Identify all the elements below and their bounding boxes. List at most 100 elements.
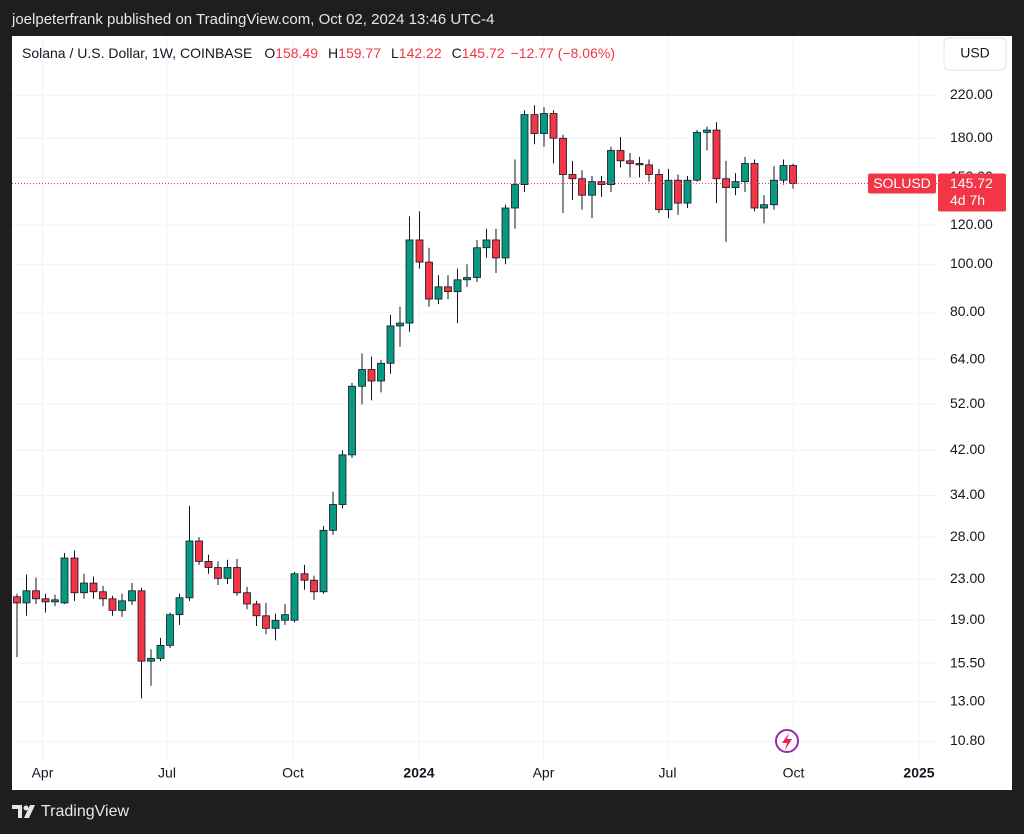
legend-key: O: [264, 45, 275, 61]
icon-bolt: [782, 733, 792, 750]
price-tag: [938, 173, 1006, 212]
brand-logo: [12, 805, 35, 818]
candle-body: [243, 592, 251, 605]
y-tick-label: 13.00: [950, 692, 985, 708]
y-tick-label: 19.00: [950, 611, 985, 627]
candle-body: [118, 600, 126, 611]
candle-body: [338, 454, 347, 505]
legend-title: Solana / U.S. Dollar, 1W, COINBASE: [22, 45, 252, 61]
candle-body: [310, 579, 318, 593]
x-tick-label: Apr: [533, 765, 555, 781]
candle-body: [655, 174, 663, 211]
legend-value: 142.22: [399, 45, 442, 61]
y-tick-label: 64.00: [950, 351, 985, 367]
currency-label: USD: [960, 45, 990, 61]
candle-body: [578, 178, 586, 196]
candle-body: [559, 137, 567, 175]
candle-body: [80, 582, 88, 594]
candle-body: [703, 129, 711, 133]
y-tick-label: 52.00: [950, 395, 985, 411]
candle-body: [329, 504, 337, 531]
candle-body: [520, 114, 529, 185]
legend-key: C: [452, 45, 462, 61]
legend-value: 159.77: [338, 45, 381, 61]
candle-body: [492, 239, 500, 259]
candle-body: [271, 619, 280, 629]
candle-body: [281, 614, 289, 621]
publish-note: joelpeterfrank published on TradingView.…: [11, 11, 495, 28]
x-tick-label: Jul: [158, 765, 176, 781]
lightning-icon: [775, 729, 799, 753]
candle-body: [51, 599, 59, 603]
candle-body: [367, 369, 376, 382]
legend-key: L: [391, 45, 399, 61]
candle-body: [396, 322, 404, 327]
y-tick-label: 15.50: [950, 655, 985, 671]
candle-body: [453, 279, 462, 293]
currency-button[interactable]: [943, 37, 1007, 71]
candle-body: [156, 644, 165, 659]
candle-body: [147, 658, 155, 662]
candle-body: [175, 597, 184, 616]
logo-part: [23, 805, 29, 811]
legend: Solana / U.S. Dollar, 1W, COINBASE O158.4…: [22, 45, 615, 61]
candle-body: [60, 557, 69, 604]
candle-body: [425, 261, 433, 300]
candle-body: [99, 591, 107, 600]
logo-part: [24, 805, 35, 818]
candle-body: [108, 598, 117, 611]
candle-body: [166, 614, 174, 646]
legend-value: 158.49: [275, 45, 318, 61]
brand-name: TradingView: [41, 803, 129, 820]
candle-body: [731, 181, 740, 188]
price-axis: [938, 36, 1012, 760]
candle-body: [635, 163, 644, 166]
candle-body: [789, 165, 797, 184]
candle-body: [760, 204, 768, 209]
candle-body: [549, 113, 558, 139]
countdown-label: 4d 7h: [950, 192, 985, 208]
candle-body: [405, 239, 414, 324]
symbol-label: SOLUSD: [873, 175, 931, 191]
y-tick-label: 42.00: [950, 441, 985, 457]
candle-body: [41, 598, 50, 603]
candle-body: [223, 567, 232, 579]
candle-body: [444, 286, 452, 293]
y-tick-label: 23.00: [950, 570, 985, 586]
candle-body: [290, 573, 299, 621]
y-tick-label: 80.00: [950, 303, 985, 319]
candle-body: [32, 590, 40, 600]
candle-body: [540, 113, 548, 134]
candle-body: [377, 362, 385, 382]
candle-body: [674, 179, 682, 204]
candle-body: [473, 247, 481, 278]
candle-body: [195, 540, 203, 562]
candle-body: [358, 369, 366, 387]
candle-body: [415, 239, 424, 263]
candle-body: [89, 582, 98, 593]
x-tick-label: Apr: [32, 765, 54, 781]
candle-body: [530, 114, 539, 134]
candle-body: [463, 277, 471, 281]
candle-body: [626, 160, 634, 164]
x-tick-label: 2024: [403, 765, 434, 781]
x-tick-label: Oct: [282, 765, 304, 781]
y-tick-label: 34.00: [950, 486, 985, 502]
candle-body: [501, 207, 510, 259]
candle-body: [262, 615, 270, 629]
chart-panel: [12, 36, 1012, 790]
icon-ring: [775, 729, 799, 753]
legend-key: H: [328, 45, 338, 61]
candle-body: [214, 567, 222, 579]
candle-body: [664, 179, 673, 211]
candle-body: [750, 163, 759, 209]
legend-value: 145.72: [462, 45, 505, 61]
candle-body: [607, 150, 615, 185]
candle-body: [588, 181, 596, 196]
candle-body: [511, 184, 519, 209]
candle-body: [683, 179, 692, 204]
logo-part: [12, 805, 22, 818]
axes: 10.80 13.00 15.50 19.00 23.00 28.00 34.00 42.00…: [32, 86, 1006, 781]
